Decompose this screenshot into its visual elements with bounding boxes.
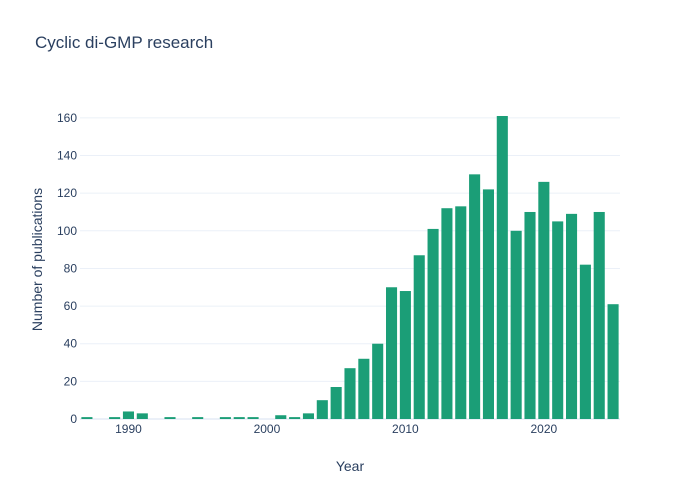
bars <box>81 115 619 420</box>
bar[interactable] <box>289 417 301 419</box>
bar[interactable] <box>219 417 231 419</box>
y-tick-label: 20 <box>64 374 78 388</box>
y-tick-label: 40 <box>64 337 78 351</box>
bar[interactable] <box>247 417 259 419</box>
bar[interactable] <box>109 417 121 419</box>
bar[interactable] <box>566 213 578 419</box>
bar[interactable] <box>192 417 204 419</box>
bar[interactable] <box>399 291 411 419</box>
y-tick-label: 80 <box>64 261 78 275</box>
bar[interactable] <box>81 417 93 419</box>
bar[interactable] <box>482 189 494 419</box>
bar[interactable] <box>413 255 425 419</box>
bar[interactable] <box>358 358 370 419</box>
bar[interactable] <box>344 368 356 419</box>
chart-title: Cyclic di-GMP research <box>35 33 214 52</box>
bar[interactable] <box>441 208 453 419</box>
bar[interactable] <box>455 206 467 419</box>
bar[interactable] <box>275 415 287 419</box>
x-axis-ticks: 1990 2000 2010 2020 <box>115 422 557 436</box>
y-tick-label: 120 <box>57 186 77 200</box>
bar[interactable] <box>164 417 176 419</box>
bar[interactable] <box>538 181 550 419</box>
bar[interactable] <box>469 174 481 419</box>
bar[interactable] <box>552 221 564 419</box>
bar[interactable] <box>607 304 619 419</box>
bar[interactable] <box>302 413 314 419</box>
bar[interactable] <box>579 264 591 419</box>
x-tick-label: 2000 <box>254 422 281 436</box>
bar[interactable] <box>136 413 148 419</box>
y-axis-title: Number of publications <box>29 188 45 331</box>
bar[interactable] <box>330 387 342 419</box>
x-tick-label: 2010 <box>392 422 419 436</box>
y-axis-ticks: 0 20 40 60 80 100 120 140 160 <box>57 111 77 426</box>
y-tick-label: 160 <box>57 111 77 125</box>
x-tick-label: 2020 <box>530 422 557 436</box>
y-tick-label: 60 <box>64 299 78 313</box>
y-tick-label: 140 <box>57 149 77 163</box>
bar[interactable] <box>386 287 398 419</box>
bar[interactable] <box>233 417 245 419</box>
bar[interactable] <box>510 230 522 419</box>
bar[interactable] <box>593 211 605 419</box>
bar[interactable] <box>122 411 134 419</box>
bar[interactable] <box>524 211 536 419</box>
x-tick-label: 1990 <box>115 422 142 436</box>
bar[interactable] <box>372 343 384 419</box>
bar[interactable] <box>316 400 328 419</box>
y-tick-label: 0 <box>70 412 77 426</box>
y-tick-label: 100 <box>57 224 77 238</box>
bar[interactable] <box>427 228 439 419</box>
bar[interactable] <box>496 115 508 420</box>
x-axis-title: Year <box>336 458 365 474</box>
